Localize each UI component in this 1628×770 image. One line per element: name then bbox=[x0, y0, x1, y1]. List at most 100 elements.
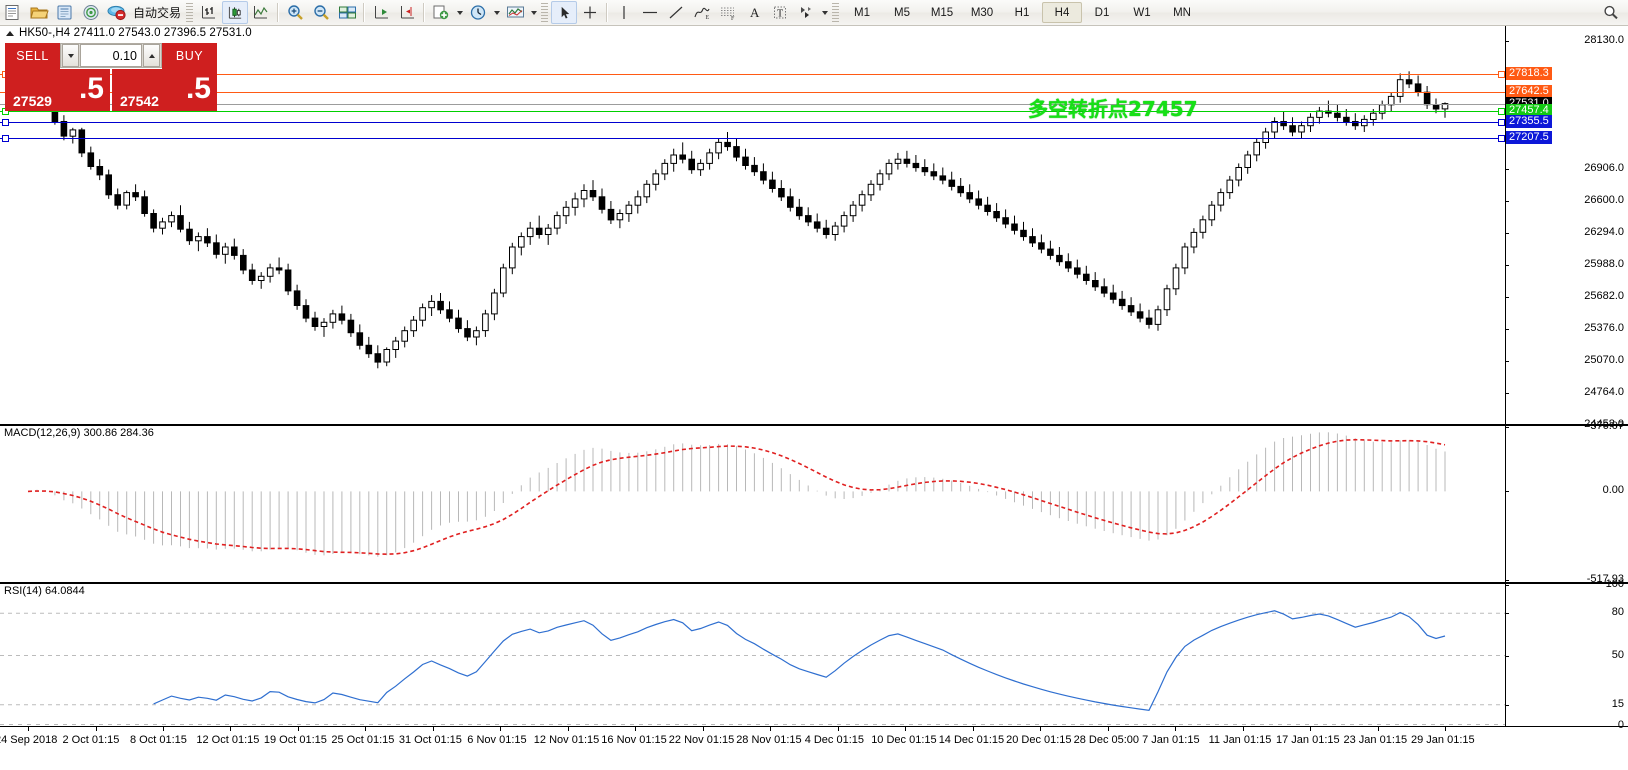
level-handle[interactable] bbox=[1498, 119, 1505, 126]
templates-icon[interactable] bbox=[428, 1, 454, 24]
trendline-icon[interactable] bbox=[663, 1, 689, 24]
toolbar-grip[interactable] bbox=[541, 2, 549, 23]
level-line[interactable] bbox=[0, 137, 1505, 139]
timeframe-w1[interactable]: W1 bbox=[1133, 6, 1151, 19]
toolbar-grip[interactable] bbox=[186, 2, 194, 23]
macd-pane[interactable] bbox=[0, 427, 1628, 580]
autotrade-label[interactable]: 自动交易 bbox=[133, 6, 182, 20]
time-axis-label: 17 Jan 01:15 bbox=[1276, 734, 1340, 746]
chevron-down-icon bbox=[67, 53, 74, 58]
autotrade-icon[interactable] bbox=[104, 1, 130, 24]
time-axis-label: 25 Oct 01:15 bbox=[331, 734, 395, 746]
zoom-out-icon[interactable] bbox=[308, 1, 334, 24]
vertical-line-icon[interactable] bbox=[611, 1, 637, 24]
timeframe-m5[interactable]: M5 bbox=[894, 6, 910, 19]
level-price-tag[interactable]: 27355.5 bbox=[1506, 115, 1552, 128]
auto-scroll-icon[interactable] bbox=[368, 1, 394, 24]
level-price-tag[interactable]: 27818.3 bbox=[1506, 66, 1552, 80]
candlestick-chart-icon[interactable] bbox=[222, 1, 249, 24]
elliott-wave-icon[interactable]: E bbox=[689, 1, 715, 24]
level-line[interactable] bbox=[0, 92, 1505, 93]
level-handle[interactable] bbox=[1498, 70, 1505, 78]
sell-button[interactable]: SELL bbox=[5, 43, 60, 69]
buy-price-box[interactable]: .5 27542 bbox=[112, 69, 217, 111]
level-handle[interactable] bbox=[2, 119, 9, 126]
level-line[interactable] bbox=[0, 103, 1505, 105]
volume-stepper[interactable]: 0.10 bbox=[60, 43, 162, 68]
level-handle[interactable] bbox=[2, 134, 9, 142]
timeframe-m30[interactable]: M30 bbox=[970, 6, 994, 19]
time-axis-label: 12 Oct 01:15 bbox=[196, 734, 260, 746]
axis-tick bbox=[1505, 169, 1509, 170]
level-line[interactable] bbox=[0, 122, 1505, 123]
folder-icon[interactable] bbox=[26, 1, 52, 24]
time-axis-label: 2 Oct 01:15 bbox=[62, 734, 120, 746]
price-chart-pane[interactable] bbox=[0, 41, 1628, 425]
zoom-in-icon[interactable] bbox=[282, 1, 308, 24]
time-axis-label: 4 Dec 01:15 bbox=[804, 734, 865, 746]
macd-label[interactable]: MACD(12,26,9) 300.86 284.36 bbox=[4, 427, 154, 439]
new-order-icon[interactable] bbox=[0, 1, 26, 24]
time-axis-tick bbox=[905, 726, 907, 731]
shapes-icon[interactable] bbox=[793, 1, 819, 24]
buy-price-main: 27542 bbox=[120, 93, 159, 109]
level-line[interactable] bbox=[0, 111, 1505, 113]
crosshair-icon[interactable] bbox=[577, 1, 603, 24]
indicators-icon[interactable] bbox=[502, 1, 528, 24]
fibonacci-icon[interactable]: F bbox=[715, 1, 741, 24]
sell-price-box[interactable]: .5 27529 bbox=[5, 69, 110, 111]
timeframe-m15[interactable]: M15 bbox=[930, 6, 954, 19]
level-handle[interactable] bbox=[1498, 134, 1505, 142]
one-click-price-row: .5 27529 .5 27542 bbox=[5, 69, 217, 111]
time-axis[interactable]: 24 Sep 2018 2 Oct 01:15 8 Oct 01:15 12 Oct … bbox=[0, 724, 1628, 770]
axis-tick bbox=[1505, 393, 1509, 394]
price-axis-label: 26600.0 bbox=[1584, 194, 1624, 206]
level-price-tag[interactable]: 27642.5 bbox=[1506, 85, 1552, 98]
news-icon[interactable] bbox=[52, 1, 78, 24]
text-label-icon[interactable]: A bbox=[741, 1, 767, 24]
rsi-label[interactable]: RSI(14) 64.0844 bbox=[4, 585, 85, 597]
line-chart-icon[interactable] bbox=[248, 1, 274, 24]
search-icon[interactable] bbox=[1598, 1, 1624, 24]
pane-divider[interactable] bbox=[0, 582, 1628, 584]
timeframe-m1[interactable]: M1 bbox=[854, 6, 870, 19]
price-axis-label: 25376.0 bbox=[1584, 322, 1624, 334]
rsi-pane[interactable] bbox=[0, 585, 1628, 726]
tile-windows-icon[interactable] bbox=[334, 1, 360, 24]
toolbar-separator bbox=[277, 3, 280, 22]
chart-shift-icon[interactable] bbox=[394, 1, 420, 24]
time-axis-tick bbox=[432, 726, 434, 731]
bar-chart-icon[interactable] bbox=[196, 1, 222, 24]
one-click-trading-panel[interactable]: SELL 0.10 BUY .5 27529 .5 27542 bbox=[5, 43, 217, 111]
timeframe-mn[interactable]: MN bbox=[1173, 6, 1191, 19]
templates-dropdown-caret[interactable] bbox=[454, 1, 465, 24]
period-icon[interactable] bbox=[465, 1, 491, 24]
price-axis-label: 25988.0 bbox=[1584, 258, 1624, 270]
toolbar-grip[interactable] bbox=[832, 2, 840, 23]
shapes-dropdown-caret[interactable] bbox=[819, 1, 830, 24]
timeframe-h1[interactable]: H1 bbox=[1014, 6, 1030, 19]
indicators-dropdown-caret[interactable] bbox=[528, 1, 539, 24]
pane-divider[interactable] bbox=[0, 424, 1628, 426]
chart-annotation-label[interactable]: 多空转折点27457 bbox=[1028, 97, 1198, 121]
collapse-triangle-icon[interactable] bbox=[6, 30, 14, 36]
toolbar-separator bbox=[606, 3, 609, 22]
level-handle[interactable] bbox=[1498, 108, 1505, 116]
text-box-icon[interactable]: T bbox=[767, 1, 793, 24]
cursor-icon[interactable] bbox=[551, 1, 578, 24]
signals-icon[interactable] bbox=[78, 1, 104, 24]
level-price-tag[interactable]: 27207.5 bbox=[1506, 130, 1552, 144]
volume-decrease-button[interactable] bbox=[62, 44, 79, 67]
time-axis-label: 29 Jan 01:15 bbox=[1411, 734, 1475, 746]
level-price-tag[interactable]: 27457.4 bbox=[1506, 104, 1552, 118]
buy-button[interactable]: BUY bbox=[162, 43, 217, 69]
period-dropdown-caret[interactable] bbox=[491, 1, 502, 24]
price-axis-label: 25682.0 bbox=[1584, 290, 1624, 302]
time-axis-tick bbox=[1310, 726, 1311, 731]
volume-increase-button[interactable] bbox=[143, 44, 160, 67]
level-line[interactable] bbox=[0, 73, 1505, 75]
timeframe-h4[interactable]: H4 bbox=[1042, 2, 1083, 23]
volume-input[interactable]: 0.10 bbox=[80, 44, 142, 67]
timeframe-d1[interactable]: D1 bbox=[1094, 6, 1110, 19]
horizontal-line-icon[interactable] bbox=[637, 1, 663, 24]
